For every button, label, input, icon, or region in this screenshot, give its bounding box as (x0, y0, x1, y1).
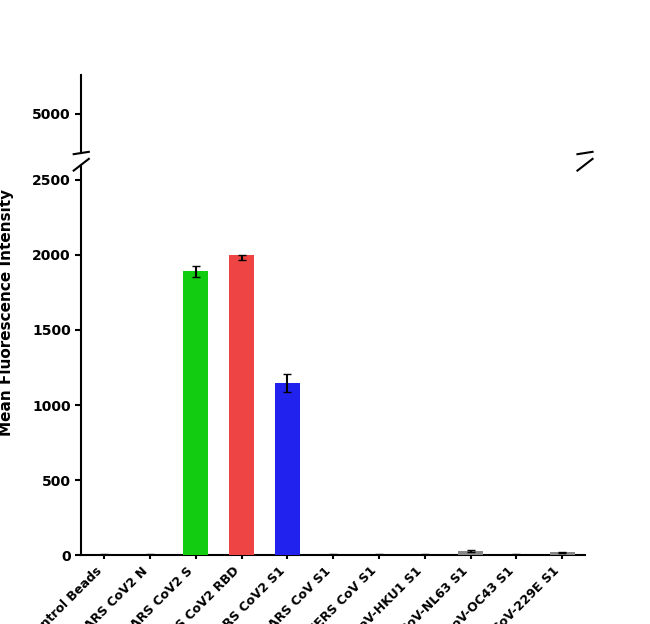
Bar (549, 552, 575, 555)
Bar (229, 544, 254, 624)
Bar (275, 383, 300, 555)
Bar (229, 255, 254, 555)
Text: Mean Fluorescence Intensity: Mean Fluorescence Intensity (0, 188, 14, 436)
Bar (183, 271, 209, 555)
Bar (458, 551, 483, 555)
